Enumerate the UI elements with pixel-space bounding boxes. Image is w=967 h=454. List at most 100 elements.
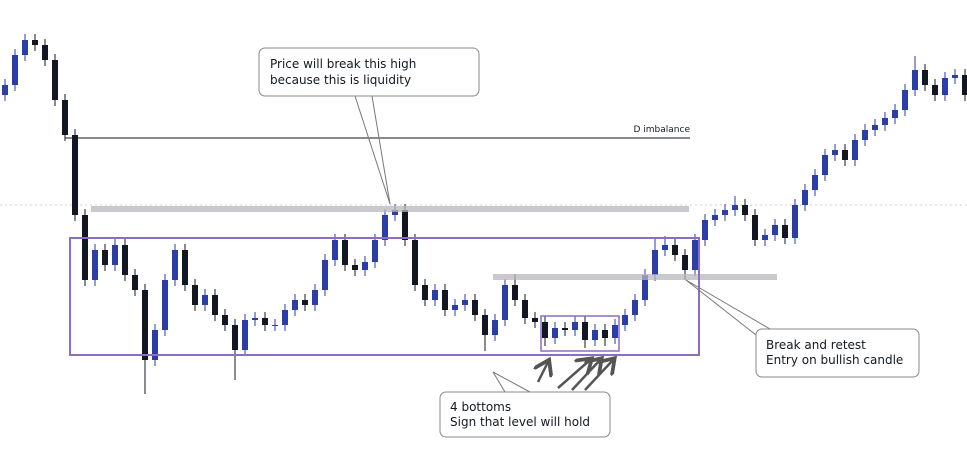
candle-body bbox=[572, 322, 578, 330]
candle-body bbox=[932, 85, 938, 95]
candle-body bbox=[582, 322, 588, 340]
candle-body bbox=[2, 85, 8, 95]
candle-body bbox=[442, 290, 448, 310]
candle-body bbox=[72, 135, 78, 215]
candle-body bbox=[852, 140, 858, 160]
candle-body bbox=[252, 318, 258, 320]
candle-body bbox=[892, 110, 898, 118]
candle-body bbox=[422, 285, 428, 300]
candle-body bbox=[242, 320, 248, 350]
candle-body bbox=[102, 250, 108, 265]
candle-body bbox=[202, 295, 208, 305]
pointer bbox=[492, 371, 531, 393]
candle-body bbox=[222, 315, 228, 325]
candle-body bbox=[592, 330, 598, 340]
candle-body bbox=[332, 240, 338, 260]
callout-box bbox=[258, 47, 480, 97]
pointer bbox=[492, 371, 506, 393]
candle-body bbox=[62, 100, 68, 135]
candle-body bbox=[512, 285, 518, 300]
candle-body bbox=[942, 78, 948, 95]
candle-body bbox=[402, 210, 408, 240]
candle-body bbox=[622, 315, 628, 325]
candle-body bbox=[432, 290, 438, 300]
candle-body bbox=[792, 205, 798, 238]
callout-box bbox=[439, 391, 611, 438]
retest-zone bbox=[493, 274, 777, 280]
candle-body bbox=[172, 250, 178, 280]
candle-body bbox=[392, 210, 398, 215]
candle-body bbox=[742, 205, 748, 215]
candle-body bbox=[802, 190, 808, 205]
candle-body bbox=[122, 245, 128, 275]
candle-body bbox=[412, 240, 418, 285]
candle-body bbox=[642, 275, 648, 300]
callout-liquidity: Price will break this high because this … bbox=[258, 47, 480, 205]
callout-text: Entry on bullish candle bbox=[766, 353, 903, 367]
candle-body bbox=[612, 325, 618, 338]
candle-body bbox=[132, 275, 138, 290]
candle-body bbox=[482, 315, 488, 335]
candle-body bbox=[492, 320, 498, 335]
candle-body bbox=[162, 280, 168, 330]
candle-body bbox=[752, 215, 758, 240]
candle-body bbox=[12, 55, 18, 85]
candle-body bbox=[152, 330, 158, 360]
candle-body bbox=[272, 325, 278, 326]
callout-text: Price will break this high bbox=[270, 57, 416, 71]
candle-body bbox=[562, 328, 568, 330]
candle-body bbox=[82, 215, 88, 280]
candle-body bbox=[532, 318, 538, 322]
candle-body bbox=[772, 225, 778, 235]
candle-body bbox=[732, 205, 738, 210]
candle-body bbox=[632, 300, 638, 315]
candle-body bbox=[322, 260, 328, 290]
candle-body bbox=[782, 225, 788, 238]
candle-body bbox=[702, 220, 708, 240]
candle-body bbox=[342, 240, 348, 265]
candle-body bbox=[712, 215, 718, 220]
candle-body bbox=[42, 45, 48, 60]
candle-body bbox=[862, 130, 868, 140]
candle-body bbox=[962, 75, 967, 95]
candle-body bbox=[312, 290, 318, 305]
candle-body bbox=[192, 285, 198, 305]
range-box bbox=[69, 237, 700, 356]
candle-body bbox=[832, 150, 838, 155]
pointer bbox=[354, 95, 391, 205]
candle-body bbox=[692, 240, 698, 270]
candle-body bbox=[872, 125, 878, 130]
candle-body bbox=[602, 330, 608, 338]
candle-body bbox=[362, 262, 368, 270]
callout-text: 4 bottoms bbox=[450, 400, 511, 414]
candle-body bbox=[92, 250, 98, 280]
candle-body bbox=[722, 210, 728, 215]
bottoms-box bbox=[540, 315, 620, 352]
candle-body bbox=[902, 90, 908, 110]
candle-body bbox=[112, 245, 118, 265]
candle-body bbox=[822, 155, 828, 175]
candle-body bbox=[522, 300, 528, 318]
callout-box bbox=[755, 328, 920, 378]
callout-text: Break and retest bbox=[766, 338, 866, 352]
candle-body bbox=[762, 235, 768, 240]
candle-body bbox=[812, 175, 818, 190]
candle-body bbox=[672, 245, 678, 255]
candle-body bbox=[662, 245, 668, 250]
pointer bbox=[685, 279, 771, 330]
candle-body bbox=[32, 40, 38, 45]
candle-body bbox=[922, 70, 928, 85]
candle-body bbox=[542, 322, 548, 338]
arrow bbox=[584, 360, 613, 391]
pointer bbox=[685, 279, 757, 336]
candle-body bbox=[842, 150, 848, 160]
candle-body bbox=[912, 70, 918, 90]
candle-body bbox=[302, 300, 308, 305]
candle-body bbox=[952, 75, 958, 78]
candle-body bbox=[372, 240, 378, 262]
callout-retest: Break and retest Entry on bullish candle bbox=[685, 279, 920, 378]
candle-body bbox=[232, 325, 238, 350]
candle-body bbox=[682, 255, 688, 270]
candle-body bbox=[472, 300, 478, 315]
